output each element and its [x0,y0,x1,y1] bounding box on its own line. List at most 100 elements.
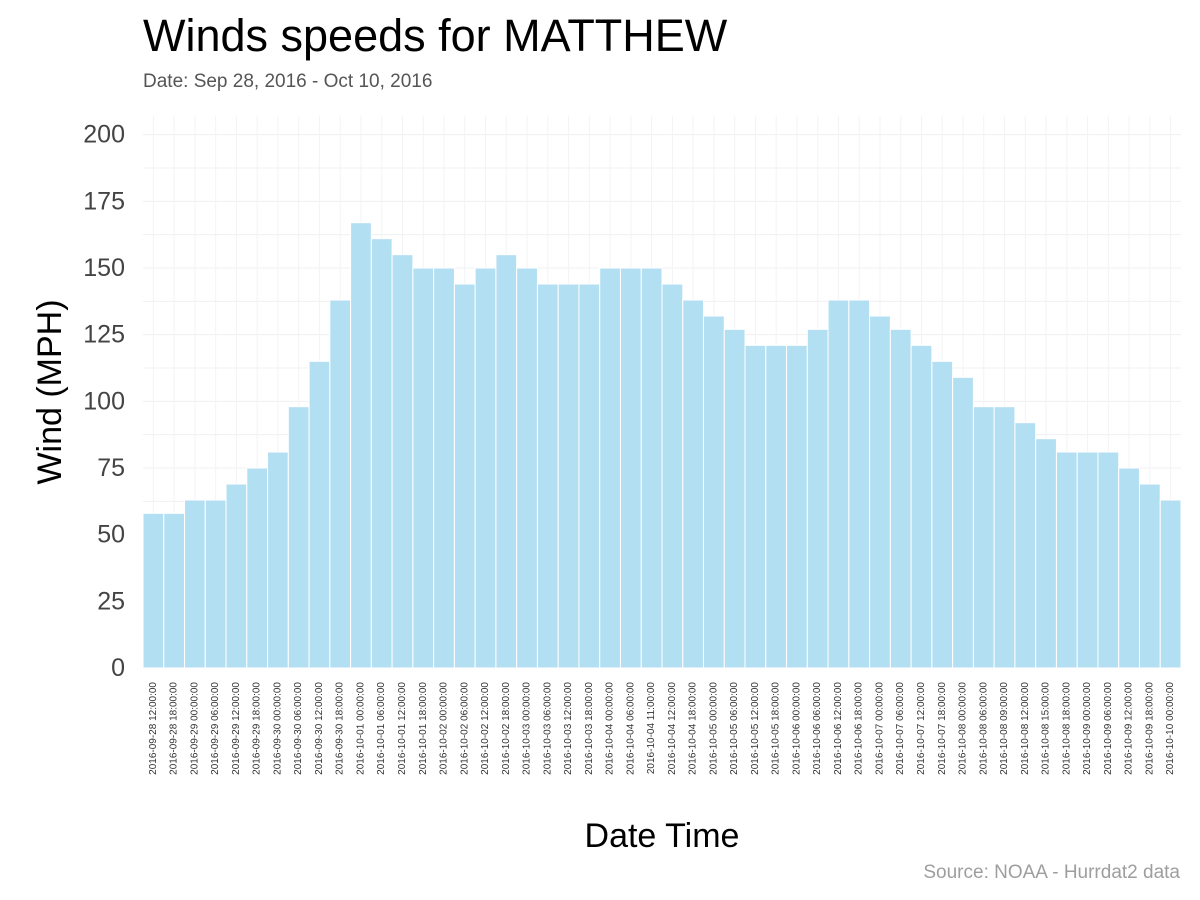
x-tick-label: 2016-10-03 18:00:00 [584,682,595,775]
bar [848,299,871,669]
bar [474,267,497,669]
bar [1055,451,1078,669]
bar [682,299,705,669]
x-tick-label: 2016-09-29 18:00:00 [252,682,263,775]
bar [267,451,289,669]
x-tick-label: 2016-10-01 18:00:00 [418,682,429,775]
x-tick-label: 2016-10-02 00:00:00 [439,682,450,775]
x-tick-label: 2016-10-04 12:00:00 [667,682,678,775]
y-tick-label: 50 [97,521,125,549]
bar [246,467,269,669]
chart-subtitle: Date: Sep 28, 2016 - Oct 10, 2016 [143,71,433,92]
x-tick-label: 2016-10-03 06:00:00 [542,682,553,775]
y-tick-label: 100 [83,387,125,415]
x-tick-labels: 2016-09-28 12:00:00 2016-09-28 18:00:00 20… [148,682,1176,775]
y-tick-labels: 0 25 50 75 100 125 150 175 200 [83,121,125,682]
bar [744,344,767,669]
x-tick-label: 2016-10-09 12:00:00 [1124,682,1135,775]
bar [142,512,165,669]
x-tick-label: 2016-10-04 11:00:00 [646,682,657,775]
x-tick-label: 2016-10-09 06:00:00 [1103,682,1114,775]
x-tick-label: 2016-10-09 18:00:00 [1144,682,1155,775]
bar [225,483,248,669]
bar [433,267,455,669]
bar [536,283,559,669]
x-tick-label: 2016-10-06 18:00:00 [854,682,865,775]
x-tick-label: 2016-10-02 12:00:00 [480,682,491,775]
bar [495,254,518,669]
bar [370,238,393,669]
y-tick-label: 25 [97,587,125,615]
x-tick-label: 2016-09-28 12:00:00 [148,682,159,775]
x-tick-label: 2016-09-29 12:00:00 [231,682,242,775]
x-tick-label: 2016-09-30 12:00:00 [314,682,325,775]
x-tick-label: 2016-10-03 12:00:00 [563,682,574,775]
x-tick-label: 2016-10-01 00:00:00 [355,682,366,775]
bar [993,406,1016,669]
x-tick-label: 2016-10-02 18:00:00 [501,682,512,775]
bar [1014,422,1037,669]
x-tick-label: 2016-10-08 15:00:00 [1041,682,1052,775]
x-tick-label: 2016-09-30 18:00:00 [335,682,346,775]
y-axis-label: Wind (MPH) [31,299,69,484]
bar [204,499,227,669]
bar [765,344,788,669]
y-tick-label: 75 [97,454,125,482]
bar [350,222,372,669]
x-tick-label: 2016-10-05 18:00:00 [771,682,782,775]
bar [869,315,891,669]
x-tick-label: 2016-10-08 18:00:00 [1061,682,1072,775]
bar [786,344,808,669]
x-tick-label: 2016-09-30 06:00:00 [293,682,304,775]
x-tick-label: 2016-10-10 00:00:00 [1165,682,1176,775]
y-tick-label: 200 [83,121,125,149]
x-tick-label: 2016-10-06 06:00:00 [812,682,823,775]
x-tick-label: 2016-10-03 00:00:00 [522,682,533,775]
bar [806,328,829,669]
x-tick-label: 2016-10-01 12:00:00 [397,682,408,775]
bar [412,267,435,669]
x-tick-label: 2016-10-04 06:00:00 [625,682,636,775]
bar [889,328,912,669]
y-tick-label: 175 [83,187,125,215]
x-tick-label: 2016-10-08 12:00:00 [1020,682,1031,775]
bar [910,344,933,669]
bar [661,283,684,669]
bar [640,267,663,669]
bar [1138,483,1161,669]
x-tick-label: 2016-09-28 18:00:00 [169,682,180,775]
bar [163,512,186,669]
x-tick-label: 2016-10-05 12:00:00 [750,682,761,775]
x-tick-label: 2016-10-08 09:00:00 [999,682,1010,775]
x-tick-label: 2016-10-08 06:00:00 [978,682,989,775]
bar [827,299,850,669]
x-tick-label: 2016-10-05 00:00:00 [708,682,719,775]
x-tick-label: 2016-10-02 06:00:00 [459,682,470,775]
x-tick-label: 2016-10-04 18:00:00 [688,682,699,775]
bar [516,267,538,669]
x-tick-label: 2016-09-29 06:00:00 [210,682,221,775]
chart-title: Winds speeds for MATTHEW [143,10,728,61]
bar [703,315,725,669]
x-tick-label: 2016-10-07 06:00:00 [895,682,906,775]
bar [329,299,352,669]
bar [723,328,746,669]
x-tick-label: 2016-10-01 06:00:00 [376,682,387,775]
x-tick-label: 2016-10-07 18:00:00 [937,682,948,775]
bar [453,283,476,669]
bar [391,254,414,669]
bar [184,499,206,669]
x-tick-label: 2016-10-04 00:00:00 [605,682,616,775]
bar [972,406,995,669]
bar [1159,499,1182,669]
bars [142,222,1182,669]
bar [308,360,331,669]
bar [1076,451,1099,669]
bar [931,360,954,669]
x-tick-label: 2016-09-30 00:00:00 [272,682,283,775]
y-tick-label: 125 [83,321,125,349]
bar [1035,438,1057,669]
y-tick-label: 0 [111,654,125,682]
x-tick-label: 2016-10-08 00:00:00 [958,682,969,775]
